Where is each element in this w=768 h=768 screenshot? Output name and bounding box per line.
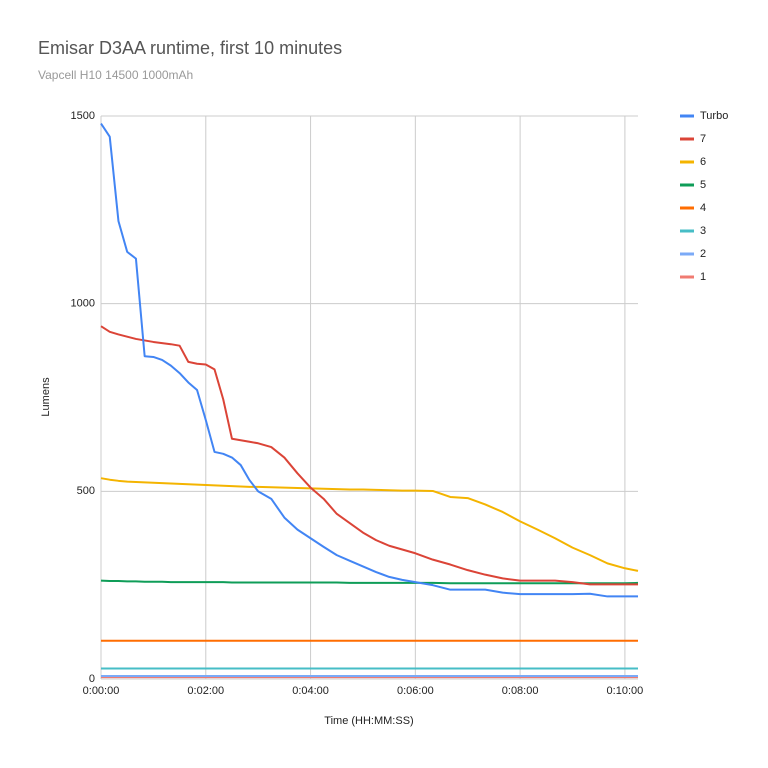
y-tick-label: 1000 [71, 298, 95, 310]
legend-label: 5 [700, 179, 706, 191]
x-tick-label: 0:02:00 [187, 685, 224, 697]
legend-label: 7 [700, 133, 706, 145]
legend-label: 1 [700, 271, 706, 283]
chart-subtitle: Vapcell H10 14500 1000mAh [38, 68, 193, 82]
legend-label: 3 [700, 225, 706, 237]
x-tick-label: 0:08:00 [502, 685, 539, 697]
y-tick-label: 0 [89, 673, 95, 685]
series-line [100, 122, 638, 598]
y-tick-label: 500 [77, 485, 95, 497]
series-line [100, 579, 639, 585]
y-tick-label: 1500 [71, 110, 95, 122]
x-tick-label: 0:00:00 [83, 685, 120, 697]
legend-label: 2 [700, 248, 706, 260]
x-tick-label: 0:04:00 [292, 685, 329, 697]
x-tick-label: 0:06:00 [397, 685, 434, 697]
y-axis-title: Lumens [40, 377, 52, 417]
x-tick-label: 0:10:00 [607, 685, 644, 697]
legend-label: 4 [700, 202, 706, 214]
x-axis-title: Time (HH:MM:SS) [324, 715, 413, 727]
legend-label: 6 [700, 156, 706, 168]
series-line [100, 477, 639, 572]
series-line [100, 325, 638, 586]
legend-label: Turbo [700, 110, 728, 122]
chart-title: Emisar D3AA runtime, first 10 minutes [38, 38, 342, 58]
